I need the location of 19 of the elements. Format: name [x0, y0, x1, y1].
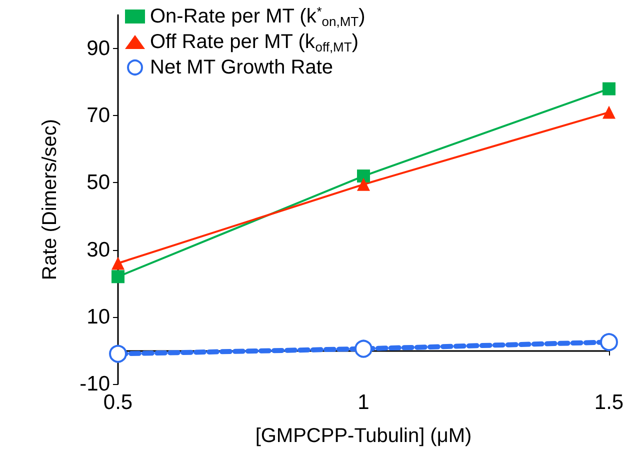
x-tick-label: 1	[358, 391, 370, 414]
point	[357, 178, 370, 191]
y-tick-label: 10	[86, 305, 110, 328]
y-tick-label: 70	[86, 104, 110, 128]
point	[602, 82, 616, 96]
point	[112, 270, 124, 284]
point	[600, 333, 618, 352]
point	[112, 256, 124, 270]
y-tick-label: 90	[86, 37, 110, 60]
y-tick-label: 50	[86, 171, 110, 194]
legend-label: Net MT Growth Rate	[150, 56, 334, 78]
point	[109, 344, 127, 363]
x-axis-title: [GMPCPP-Tubulin] (μM)	[255, 425, 472, 447]
point	[354, 340, 372, 358]
point	[602, 106, 616, 119]
point	[357, 170, 370, 183]
y-axis-title: Rate (Dimers/sec)	[39, 118, 61, 280]
y-tick-label: 30	[86, 238, 110, 262]
x-tick-label: 1.5	[594, 391, 624, 414]
